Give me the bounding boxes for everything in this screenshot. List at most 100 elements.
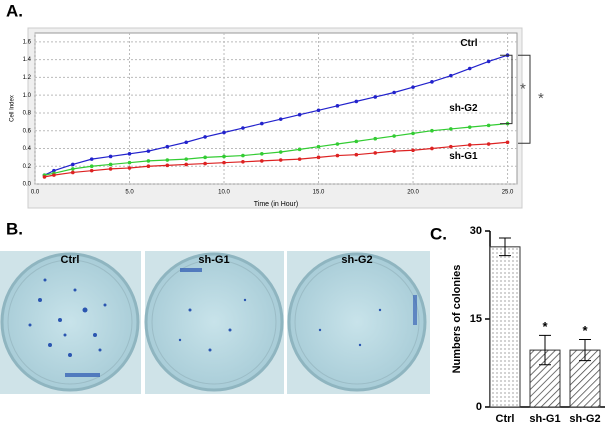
data-point <box>411 85 415 89</box>
y-tick-label: 0.0 <box>23 182 32 188</box>
panel-label: B. <box>6 219 23 238</box>
data-point <box>467 125 472 129</box>
plate-label: Ctrl <box>61 254 80 266</box>
annotation: * <box>582 323 588 338</box>
data-point <box>222 154 226 159</box>
data-point <box>354 139 359 144</box>
data-point <box>222 160 226 165</box>
y-tick-label: 1.6 <box>23 39 32 45</box>
data-point <box>71 162 75 167</box>
plate-label: sh-G2 <box>341 254 372 266</box>
data-point <box>316 155 321 160</box>
data-point <box>430 80 434 84</box>
data-point <box>449 127 453 131</box>
data-point <box>260 152 264 156</box>
data-point <box>335 142 340 146</box>
x-tick-label: sh-G2 <box>569 413 600 425</box>
data-point <box>430 146 434 151</box>
data-point <box>297 157 302 161</box>
y-tick-label: 0.8 <box>23 111 32 117</box>
data-point <box>52 168 56 173</box>
y-tick-label: 0.4 <box>23 146 32 152</box>
data-point <box>42 175 47 179</box>
data-point <box>241 153 245 158</box>
series-label: Ctrl <box>460 38 477 49</box>
data-point <box>71 167 75 171</box>
data-point <box>71 170 75 175</box>
data-point <box>449 73 453 78</box>
annotation: * <box>520 80 526 97</box>
error-bar <box>539 334 551 366</box>
data-point <box>89 157 94 161</box>
data-point <box>335 104 340 108</box>
series-line <box>44 54 508 176</box>
data-point <box>411 131 415 136</box>
data-point <box>392 149 396 153</box>
data-point <box>203 155 207 160</box>
x-tick-label: 20.0 <box>407 190 419 196</box>
data-point <box>505 140 510 145</box>
x-tick-label: 10.0 <box>218 190 230 196</box>
y-tick-label: 1.4 <box>23 57 32 63</box>
data-point <box>449 144 453 149</box>
y-axis-label: Numbers of colonies <box>451 265 463 374</box>
data-point <box>146 149 151 153</box>
annotation: * <box>542 319 548 334</box>
data-point <box>297 147 302 152</box>
data-point <box>354 152 359 157</box>
x-tick-label: sh-G1 <box>529 413 560 425</box>
data-point <box>127 166 132 170</box>
data-point <box>278 158 283 162</box>
plate <box>0 251 141 394</box>
data-point <box>316 144 321 149</box>
data-point <box>203 135 207 139</box>
error-bar <box>579 339 591 362</box>
y-tick-label: 15 <box>470 313 482 325</box>
data-point <box>108 167 113 171</box>
data-point <box>222 130 226 135</box>
data-point <box>335 153 340 158</box>
data-point <box>373 95 378 99</box>
data-point <box>184 140 189 145</box>
data-point <box>146 164 151 169</box>
data-point <box>203 161 207 166</box>
series-label: sh-G2 <box>449 103 478 114</box>
data-point <box>146 159 151 163</box>
data-point <box>89 164 94 169</box>
data-point <box>52 173 56 177</box>
data-point <box>467 66 472 71</box>
data-point <box>260 159 264 163</box>
data-point <box>467 143 472 147</box>
y-tick-label: 30 <box>470 225 482 237</box>
x-tick-label: Ctrl <box>496 413 515 425</box>
x-tick-label: 25.0 <box>502 190 514 196</box>
data-point <box>430 128 434 133</box>
data-point <box>108 154 113 159</box>
data-point <box>278 150 283 154</box>
y-tick-label: 0 <box>476 401 482 413</box>
bracket <box>518 54 531 144</box>
series-line <box>44 141 508 178</box>
x-tick-label: 5.0 <box>125 190 134 196</box>
data-point <box>89 168 94 173</box>
data-point <box>373 151 378 155</box>
plate <box>144 251 284 394</box>
panel-label: A. <box>6 1 23 20</box>
series-label: sh-G1 <box>449 151 478 162</box>
bracket <box>500 54 513 125</box>
x-axis-label: Time (in Hour) <box>254 201 298 208</box>
series-line <box>44 123 508 176</box>
data-point <box>260 121 264 126</box>
y-tick-label: 1.0 <box>23 93 32 99</box>
data-point <box>241 159 245 164</box>
plot-area <box>34 32 518 185</box>
data-point <box>108 162 113 167</box>
x-tick-label: 0.0 <box>31 190 40 196</box>
data-point <box>392 134 396 138</box>
plate-label: sh-G1 <box>198 254 229 266</box>
data-point <box>127 160 132 165</box>
data-point <box>127 152 132 156</box>
data-point <box>165 144 170 149</box>
y-tick-label: 1.2 <box>23 75 32 81</box>
